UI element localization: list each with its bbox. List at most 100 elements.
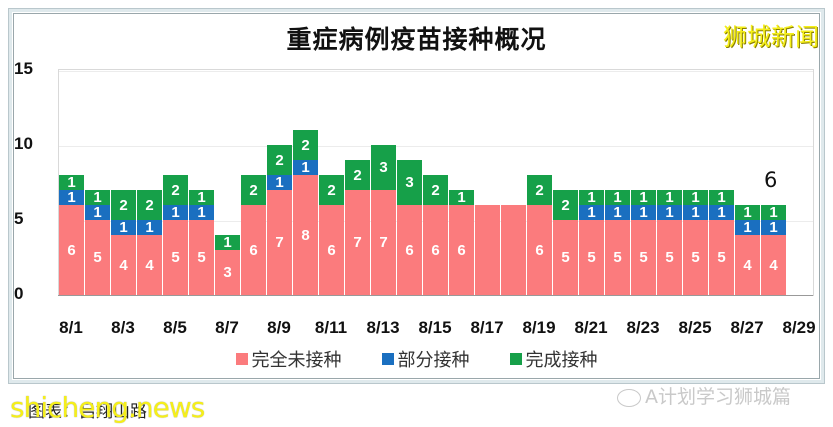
x-tick-label: 8/23: [626, 318, 660, 337]
x-tick-label: 8/5: [163, 318, 187, 337]
unvaccinated-segment: 5: [683, 220, 708, 295]
full-segment: 3: [397, 160, 422, 205]
wechat-watermark: A计划学习狮城篇: [617, 382, 791, 409]
full-segment: 2: [423, 175, 448, 205]
unvaccinated-segment: 6: [319, 205, 344, 295]
unvaccinated-segment: 5: [163, 220, 188, 295]
full-segment: 2: [345, 160, 370, 190]
unvaccinated-segment: 4: [137, 235, 162, 295]
unvaccinated-segment: [501, 205, 526, 295]
x-tick-label: 8/13: [366, 318, 400, 337]
gridline: [59, 71, 813, 72]
legend-label: 完成接种: [525, 350, 598, 371]
wechat-icon: [617, 388, 641, 407]
unvaccinated-segment: 6: [241, 205, 266, 295]
x-axis-line: [58, 295, 813, 296]
legend-label: 部分接种: [397, 350, 470, 371]
full-segment: 1: [215, 234, 240, 251]
gridline: [59, 146, 813, 147]
partial-segment: 1: [111, 219, 136, 236]
y-tick-label: 10: [14, 134, 33, 153]
full-segment: 2: [293, 130, 318, 160]
partial-segment: 1: [267, 174, 292, 191]
partial-segment: 1: [137, 219, 162, 236]
unvaccinated-segment: 6: [423, 205, 448, 295]
total-annotation: 6: [764, 168, 778, 192]
bar-8-18: [501, 205, 526, 295]
partial-swatch: [381, 353, 394, 365]
legend-item-unvaccinated: 完全未接种: [235, 346, 342, 372]
x-tick-label: 8/29: [782, 318, 816, 337]
full-segment: 2: [527, 175, 552, 205]
unvaccinated-segment: 6: [397, 205, 422, 295]
partial-segment: 1: [85, 204, 110, 221]
full-segment: 1: [579, 189, 604, 206]
partial-segment: 1: [735, 219, 760, 236]
x-tick-label: 8/19: [522, 318, 556, 337]
figure-caption: 图表：吕翔山路: [28, 402, 147, 422]
partial-segment: 1: [293, 159, 318, 176]
partial-segment: 1: [709, 204, 734, 221]
unvaccinated-segment: 6: [449, 205, 474, 295]
partial-segment: 1: [579, 204, 604, 221]
unvaccinated-segment: 6: [527, 205, 552, 295]
unvaccinated-segment: 7: [267, 190, 292, 295]
unvaccinated-segment: 5: [85, 220, 110, 295]
full-segment: 1: [761, 204, 786, 221]
unvaccinated-segment: 8: [293, 175, 318, 295]
x-tick-label: 8/9: [267, 318, 291, 337]
legend-item-partial: 部分接种: [381, 346, 470, 372]
unvaccinated-segment: 5: [579, 220, 604, 295]
x-tick-label: 8/15: [418, 318, 452, 337]
full-segment: 1: [189, 189, 214, 206]
partial-segment: 1: [59, 189, 84, 206]
unvaccinated-segment: 5: [605, 220, 630, 295]
partial-segment: 1: [631, 204, 656, 221]
full-segment: 1: [657, 189, 682, 206]
x-tick-label: 8/1: [59, 318, 83, 337]
unvaccinated-segment: 7: [371, 190, 396, 295]
full-segment: 2: [163, 175, 188, 205]
x-tick-label: 8/17: [470, 318, 504, 337]
x-tick-label: 8/3: [111, 318, 135, 337]
full-segment: 1: [709, 189, 734, 206]
x-tick-label: 8/11: [314, 318, 348, 337]
partial-segment: 1: [189, 204, 214, 221]
site-watermark: shicheng.news: [10, 391, 205, 424]
full-swatch: [509, 353, 522, 365]
full-segment: 2: [267, 145, 292, 175]
unvaccinated-segment: 7: [345, 190, 370, 295]
x-tick-label: 8/27: [730, 318, 764, 337]
partial-segment: 1: [605, 204, 630, 221]
partial-segment: 1: [163, 204, 188, 221]
y-tick-label: 15: [14, 59, 33, 78]
full-segment: 3: [371, 145, 396, 190]
full-segment: 1: [85, 189, 110, 206]
x-tick-label: 8/25: [678, 318, 712, 337]
unvaccinated-segment: 5: [553, 220, 578, 295]
full-segment: 1: [59, 174, 84, 191]
full-segment: 1: [683, 189, 708, 206]
unvaccinated-segment: 5: [189, 220, 214, 295]
full-segment: 1: [631, 189, 656, 206]
full-segment: 1: [735, 204, 760, 221]
